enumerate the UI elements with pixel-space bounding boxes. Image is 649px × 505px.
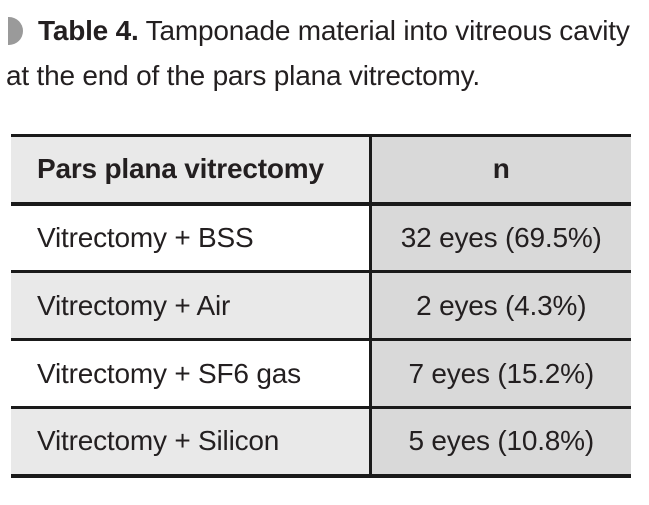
material-cell: Vitrectomy + BSS	[11, 202, 372, 273]
column-header-n: n	[370, 134, 631, 206]
table-caption-text: Tamponade material into vitreous cavity …	[6, 15, 630, 91]
count-cell: 2 eyes (4.3%)	[370, 270, 631, 341]
table-row: Vitrectomy + BSS 32 eyes (69.5%)	[11, 202, 631, 273]
table-row: Vitrectomy + SF6 gas 7 eyes (15.2%)	[11, 338, 631, 409]
material-cell: Vitrectomy + Silicon	[11, 406, 372, 478]
tamponade-table: Pars plana vitrectomy n Vitrectomy + BSS…	[11, 134, 631, 478]
count-cell: 7 eyes (15.2%)	[370, 338, 631, 409]
count-cell: 5 eyes (10.8%)	[370, 406, 631, 478]
count-cell: 32 eyes (69.5%)	[370, 202, 631, 273]
column-header-material: Pars plana vitrectomy	[11, 134, 372, 206]
table-header-row: Pars plana vitrectomy n	[11, 134, 631, 206]
half-circle-bullet-icon	[8, 17, 23, 45]
table-row: Vitrectomy + Air 2 eyes (4.3%)	[11, 270, 631, 341]
table-row: Vitrectomy + Silicon 5 eyes (10.8%)	[11, 406, 631, 478]
material-cell: Vitrectomy + SF6 gas	[11, 338, 372, 409]
table-caption: Table 4. Tamponade material into vitreou…	[6, 8, 646, 98]
table-caption-label: Table 4.	[38, 15, 139, 46]
material-cell: Vitrectomy + Air	[11, 270, 372, 341]
